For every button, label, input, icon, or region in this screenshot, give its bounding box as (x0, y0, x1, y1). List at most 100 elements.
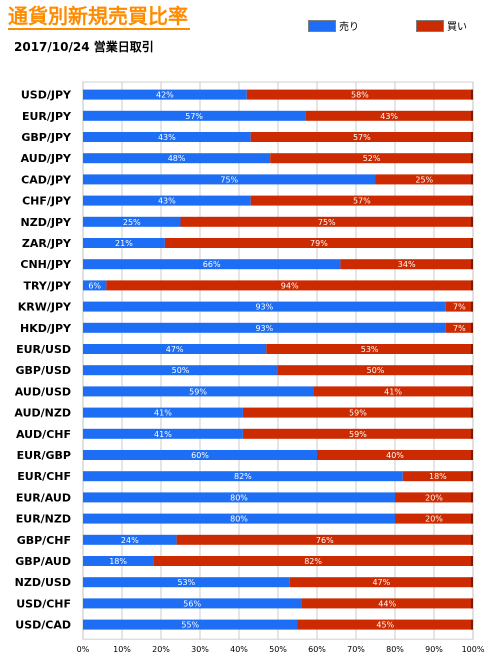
value-label-buy: 82% (304, 557, 322, 566)
value-label-sell: 18% (109, 557, 127, 566)
category-label: USD/JPY (21, 89, 72, 102)
bar-buy (270, 153, 473, 164)
category-label: EUR/GBP (17, 449, 71, 462)
value-label-sell: 41% (154, 409, 172, 418)
bar-sell (83, 153, 271, 164)
bar-end-cap (471, 238, 473, 248)
value-label-buy: 44% (378, 599, 396, 608)
bar-end-cap (471, 195, 473, 206)
bar-sell (83, 89, 247, 100)
bar-sell (83, 386, 314, 397)
bar-end-cap (471, 89, 473, 100)
bar-buy (278, 365, 473, 376)
bar-end-cap (471, 259, 473, 270)
bar-end-cap (471, 556, 473, 566)
value-label-buy: 7% (453, 324, 466, 333)
legend-label-sell: 売り (339, 22, 359, 33)
x-tick-label: 90% (425, 645, 443, 654)
bar-sell (83, 216, 181, 227)
bar-end-cap (471, 301, 473, 312)
bar-buy (180, 216, 473, 227)
legend-item-buy: 買い (416, 18, 467, 33)
bar-sell (83, 344, 267, 354)
x-tick-label: 100% (462, 645, 485, 654)
bar-end-cap (471, 132, 473, 142)
value-label-sell: 75% (220, 175, 238, 184)
x-tick-label: 60% (308, 645, 326, 654)
value-label-sell: 82% (234, 472, 252, 481)
value-label-sell: 24% (121, 536, 139, 545)
bar-sell (83, 280, 107, 291)
value-label-sell: 56% (183, 599, 201, 608)
bar-buy (317, 450, 473, 460)
category-label: CAD/JPY (21, 173, 72, 186)
bar-sell (83, 132, 251, 142)
value-label-buy: 20% (425, 493, 443, 502)
category-label: USD/CAD (15, 619, 71, 632)
bar-end-cap (471, 344, 473, 354)
bar-buy (340, 259, 473, 270)
category-label: AUD/JPY (21, 152, 72, 165)
value-label-buy: 20% (425, 515, 443, 524)
value-label-sell: 41% (154, 430, 172, 439)
value-label-buy: 53% (361, 345, 379, 354)
bar-sell (83, 174, 376, 185)
bar-sell (83, 238, 165, 248)
bar-buy (402, 471, 473, 482)
bar-sell (83, 619, 298, 630)
value-label-buy: 75% (318, 218, 336, 227)
value-label-buy: 7% (453, 303, 466, 312)
bar-buy (289, 577, 473, 588)
bar-sell (83, 407, 243, 418)
bar-end-cap (471, 174, 473, 185)
value-label-sell: 42% (156, 91, 174, 100)
legend-label-buy: 買い (447, 22, 467, 33)
bar-sell (83, 577, 290, 588)
value-label-sell: 80% (230, 515, 248, 524)
bar-sell (83, 259, 341, 270)
value-label-sell: 21% (115, 239, 133, 248)
bar-buy (242, 407, 473, 418)
chart-subtitle: 2017/10/24 営業日取引 (14, 40, 154, 54)
category-label: EUR/CHF (17, 470, 71, 483)
bar-end-cap (471, 386, 473, 397)
bar-sell (83, 450, 317, 460)
category-label: NZD/JPY (21, 216, 72, 229)
category-label: HKD/JPY (20, 322, 72, 335)
value-label-sell: 59% (189, 387, 207, 396)
bar-sell (83, 534, 177, 545)
value-label-sell: 60% (191, 451, 209, 460)
category-label: ZAR/JPY (22, 237, 72, 250)
x-tick-label: 30% (191, 645, 209, 654)
bar-end-cap (471, 513, 473, 524)
value-label-buy: 57% (353, 197, 371, 206)
category-label: NZD/USD (15, 576, 71, 589)
bar-end-cap (471, 534, 473, 545)
bar-buy (176, 534, 473, 545)
value-label-sell: 80% (230, 493, 248, 502)
bar-buy (445, 322, 473, 333)
bar-buy (313, 386, 473, 397)
bar-end-cap (471, 619, 473, 630)
value-label-sell: 6% (88, 281, 101, 290)
category-label: CHF/JPY (22, 195, 72, 208)
category-label: EUR/NZD (16, 513, 71, 526)
category-label: GBP/JPY (21, 131, 72, 144)
bar-end-cap (471, 450, 473, 460)
value-label-sell: 57% (185, 112, 203, 121)
bar-end-cap (471, 216, 473, 227)
value-label-sell: 66% (203, 260, 221, 269)
bar-buy (375, 174, 473, 185)
category-label: GBP/USD (16, 364, 71, 377)
category-label: EUR/USD (16, 343, 71, 356)
bar-end-cap (471, 110, 473, 121)
value-label-buy: 34% (398, 260, 416, 269)
value-label-buy: 47% (372, 578, 390, 587)
bar-end-cap (471, 471, 473, 482)
x-tick-label: 70% (347, 645, 365, 654)
bar-buy (395, 513, 473, 524)
bar-end-cap (471, 428, 473, 439)
value-label-sell: 43% (158, 197, 176, 206)
value-label-sell: 25% (123, 218, 141, 227)
